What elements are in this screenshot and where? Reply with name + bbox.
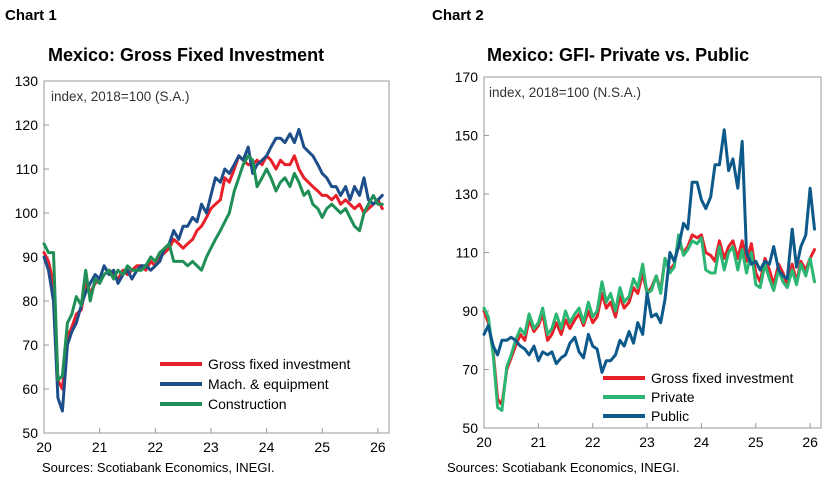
chart2-x-tick-label: 20 bbox=[476, 434, 492, 450]
chart1-y-tick-label: 120 bbox=[15, 117, 39, 133]
chart2-y-tick-label: 70 bbox=[462, 362, 478, 378]
chart1-legend-label-mach-equipment: Mach. & equipment bbox=[208, 376, 329, 392]
chart1-y-tick-label: 100 bbox=[15, 205, 39, 221]
chart1-units-annotation: index, 2018=100 (S.A.) bbox=[51, 89, 189, 104]
chart1-series-line-construction bbox=[42, 154, 384, 382]
chart1-legend-label-gross-fixed-investment: Gross fixed investment bbox=[208, 356, 350, 372]
chart2-panel-label: Chart 2 bbox=[432, 7, 484, 24]
chart1-x-tick-label: 21 bbox=[92, 439, 108, 455]
chart1-y-tick-label: 90 bbox=[22, 249, 38, 265]
chart1-x-tick-label: 20 bbox=[36, 439, 52, 455]
chart1-x-tick-label: 26 bbox=[370, 439, 386, 455]
chart2-y-tick-label: 150 bbox=[455, 128, 479, 144]
chart1-y-tick-label: 110 bbox=[16, 161, 39, 177]
chart2-legend-label-gross-fixed-investment: Gross fixed investment bbox=[651, 370, 793, 386]
chart1-series-line-mach-equipment bbox=[42, 127, 384, 413]
chart1-y-tick-label: 80 bbox=[22, 293, 38, 309]
chart2-y-tick-label: 90 bbox=[462, 303, 478, 319]
chart2-x-tick-label: 26 bbox=[802, 434, 818, 450]
chart2-title: Mexico: GFI- Private vs. Public bbox=[487, 45, 750, 65]
chart2-y-tick-label: 110 bbox=[456, 245, 479, 261]
chart2-legend-label-private: Private bbox=[651, 389, 695, 405]
chart2-y-tick-label: 130 bbox=[455, 186, 479, 202]
chart1-legend-label-construction: Construction bbox=[208, 396, 287, 412]
chart1-y-tick-label: 130 bbox=[15, 73, 39, 89]
chart2-y-tick-label: 170 bbox=[455, 69, 479, 85]
chart1-x-tick-label: 22 bbox=[148, 439, 164, 455]
chart1-x-tick-label: 23 bbox=[203, 439, 219, 455]
chart1-title: Mexico: Gross Fixed Investment bbox=[48, 45, 325, 65]
chart2-x-tick-label: 24 bbox=[694, 434, 710, 450]
chart2-x-tick-label: 21 bbox=[531, 434, 547, 450]
chart2-x-tick-label: 23 bbox=[639, 434, 655, 450]
chart2-y-tick-label: 50 bbox=[462, 420, 478, 436]
chart2-series-line-public bbox=[482, 128, 816, 374]
chart1-x-tick-label: 24 bbox=[259, 439, 275, 455]
chart1-y-tick-label: 60 bbox=[22, 381, 38, 397]
chart2-x-tick-label: 25 bbox=[748, 434, 764, 450]
chart2-x-tick-label: 22 bbox=[585, 434, 601, 450]
chart1-y-tick-label: 70 bbox=[22, 337, 38, 353]
chart1-panel-label: Chart 1 bbox=[5, 7, 57, 24]
chart2-series-line-private bbox=[482, 233, 816, 412]
chart1-source: Sources: Scotiabank Economics, INEGI. bbox=[42, 460, 275, 475]
chart2-units-annotation: index, 2018=100 (N.S.A.) bbox=[489, 85, 641, 100]
chart1-y-tick-label: 50 bbox=[22, 425, 38, 441]
chart1-x-tick-label: 25 bbox=[314, 439, 330, 455]
chart2-legend-label-public: Public bbox=[651, 408, 689, 424]
chart2-source: Sources: Scotiabank Economics, INEGI. bbox=[447, 460, 680, 475]
